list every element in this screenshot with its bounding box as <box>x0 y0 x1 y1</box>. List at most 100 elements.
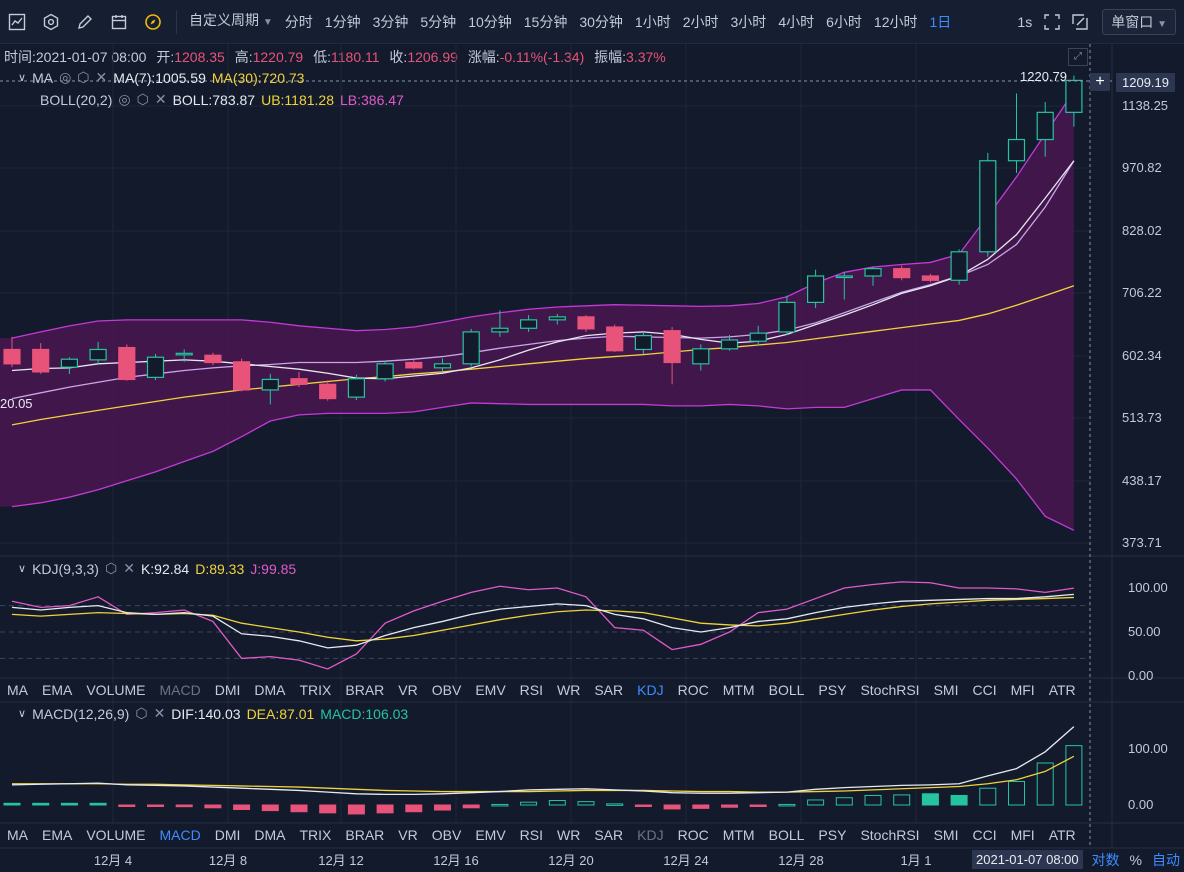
indicator-tab-brar[interactable]: BRAR <box>345 682 385 698</box>
eye-icon[interactable]: ◎ <box>118 91 131 107</box>
indicator-tab-smi[interactable]: SMI <box>933 827 959 843</box>
period-tab-10[interactable]: 4小时 <box>778 13 815 30</box>
candle-body <box>606 326 624 352</box>
indicator-tab-stochrsi[interactable]: StochRSI <box>860 682 920 698</box>
settings-hexagon-icon[interactable]: ⬡ <box>136 91 149 107</box>
indicator-tab-ma[interactable]: MA <box>7 682 28 698</box>
period-tab-5[interactable]: 15分钟 <box>523 13 568 30</box>
indicator-tab-mfi[interactable]: MFI <box>1010 682 1035 698</box>
indicator-tab-obv[interactable]: OBV <box>431 682 462 698</box>
period-tab-8[interactable]: 2小时 <box>682 13 719 30</box>
indicator-tab-obv[interactable]: OBV <box>431 827 462 843</box>
log-scale-toggle[interactable]: 对数 <box>1091 852 1120 868</box>
indicator-tab-rsi[interactable]: RSI <box>519 827 544 843</box>
indicator-tab-psy[interactable]: PSY <box>818 682 847 698</box>
indicator-tab-mtm[interactable]: MTM <box>722 827 755 843</box>
indicator-tab-atr[interactable]: ATR <box>1048 827 1076 843</box>
macd-histogram-bar <box>634 804 652 807</box>
ohlc-info: 时间:2021-01-07 08:00 开:1208.35 高:1220.79 … <box>4 47 666 67</box>
indicator-tab-dmi[interactable]: DMI <box>214 682 241 698</box>
indicator-tab-emv[interactable]: EMV <box>475 827 506 843</box>
period-tab-13[interactable]: 1日 <box>929 13 952 30</box>
eye-icon[interactable]: ◎ <box>59 69 72 85</box>
indicator-tab-macd[interactable]: MACD <box>159 827 201 843</box>
indicator-tab-dma[interactable]: DMA <box>254 827 286 843</box>
indicator-tab-smi[interactable]: SMI <box>933 682 959 698</box>
amplitude-value: 3.37% <box>626 49 666 65</box>
period-tab-3[interactable]: 5分钟 <box>420 13 457 30</box>
period-tab-12[interactable]: 12小时 <box>873 13 918 30</box>
period-tab-0[interactable]: 分时 <box>284 13 313 30</box>
macd-histogram-bar <box>1008 780 1025 806</box>
indicator-tab-macd[interactable]: MACD <box>159 682 201 698</box>
indicator-tab-rsi[interactable]: RSI <box>519 682 544 698</box>
indicator-tab-vr[interactable]: VR <box>398 682 418 698</box>
indicator-tab-ema[interactable]: EMA <box>42 827 73 843</box>
indicator-tab-emv[interactable]: EMV <box>475 682 506 698</box>
period-tab-2[interactable]: 3分钟 <box>372 13 409 30</box>
interval-1s[interactable]: 1s <box>1017 14 1033 30</box>
close-icon[interactable]: ✕ <box>154 91 167 107</box>
collapse-chevron-icon[interactable]: ∨ <box>18 708 27 720</box>
settings-hexagon-icon[interactable]: ⬡ <box>135 705 148 721</box>
indicator-tab-boll[interactable]: BOLL <box>768 682 805 698</box>
indicator-tab-wr[interactable]: WR <box>557 827 581 843</box>
indicator-tab-ema[interactable]: EMA <box>42 682 73 698</box>
close-icon[interactable]: ✕ <box>95 69 108 85</box>
settings-hexagon-icon[interactable]: ⬡ <box>104 560 118 576</box>
indicator-tab-sar[interactable]: SAR <box>594 827 624 843</box>
calendar-icon[interactable] <box>102 0 136 44</box>
period-tab-9[interactable]: 3小时 <box>730 13 767 30</box>
date-axis-label: 12月 20 <box>548 853 594 868</box>
period-tab-7[interactable]: 1小时 <box>634 13 671 30</box>
indicator-tab-volume[interactable]: VOLUME <box>86 682 146 698</box>
collapse-chevron-icon[interactable]: ∨ <box>18 72 27 84</box>
indicator-tab-cci[interactable]: CCI <box>972 827 997 843</box>
macd-dif-line <box>11 726 1075 796</box>
period-tab-1[interactable]: 1分钟 <box>324 13 361 30</box>
indicator-tab-dmi[interactable]: DMI <box>214 827 241 843</box>
period-tab-6[interactable]: 30分钟 <box>579 13 623 30</box>
auto-scale-toggle[interactable]: 自动 <box>1152 852 1180 868</box>
indicator-tab-boll[interactable]: BOLL <box>768 827 805 843</box>
close-icon[interactable]: ✕ <box>153 705 166 721</box>
indicator-tab-sar[interactable]: SAR <box>594 682 624 698</box>
custom-period-dropdown[interactable]: 自定义周期 ▼ <box>183 0 279 45</box>
indicator-tab-atr[interactable]: ATR <box>1048 682 1076 698</box>
percent-scale-toggle[interactable]: % <box>1129 852 1142 868</box>
draw-pencil-icon[interactable] <box>68 0 102 44</box>
candle-body <box>548 316 566 321</box>
screenshot-icon[interactable] <box>1066 0 1094 44</box>
indicator-tab-trix[interactable]: TRIX <box>299 682 332 698</box>
indicator-tab-volume[interactable]: VOLUME <box>86 827 146 843</box>
indicator-tab-cci[interactable]: CCI <box>972 682 997 698</box>
period-tab-11[interactable]: 6小时 <box>826 13 862 30</box>
macd-histogram-bar <box>749 804 767 807</box>
add-alert-button[interactable]: + <box>1090 73 1110 91</box>
indicator-tab-psy[interactable]: PSY <box>818 827 847 843</box>
close-icon[interactable]: ✕ <box>123 560 135 576</box>
settings-hexagon-icon[interactable]: ⬡ <box>77 69 90 85</box>
indicator-tab-ma[interactable]: MA <box>7 827 28 843</box>
indicator-tab-vr[interactable]: VR <box>398 827 418 843</box>
collapse-chevron-icon[interactable]: ∨ <box>18 563 27 575</box>
compass-icon[interactable] <box>136 0 170 44</box>
indicator-tab-brar[interactable]: BRAR <box>345 827 385 843</box>
indicator-tab-kdj[interactable]: KDJ <box>637 827 664 843</box>
window-mode-select[interactable]: 单窗口 ▼ <box>1102 9 1176 35</box>
line-chart-icon[interactable] <box>0 0 34 44</box>
indicator-tab-stochrsi[interactable]: StochRSI <box>860 827 920 843</box>
period-tab-4[interactable]: 10分钟 <box>468 13 512 30</box>
indicator-tab-mtm[interactable]: MTM <box>722 682 755 698</box>
fullscreen-icon[interactable] <box>1038 0 1066 44</box>
indicator-tab-kdj[interactable]: KDJ <box>637 682 664 698</box>
kdj-name: KDJ(9,3,3) <box>32 560 99 577</box>
indicator-tab-trix[interactable]: TRIX <box>299 827 332 843</box>
indicator-tab-roc[interactable]: ROC <box>677 682 709 698</box>
indicator-tab-wr[interactable]: WR <box>557 682 581 698</box>
indicator-tab-roc[interactable]: ROC <box>677 827 709 843</box>
settings-hexagon-icon[interactable] <box>34 0 68 44</box>
expand-icon[interactable]: ⤢ <box>1068 48 1088 66</box>
indicator-tab-mfi[interactable]: MFI <box>1010 827 1035 843</box>
indicator-tab-dma[interactable]: DMA <box>254 682 286 698</box>
